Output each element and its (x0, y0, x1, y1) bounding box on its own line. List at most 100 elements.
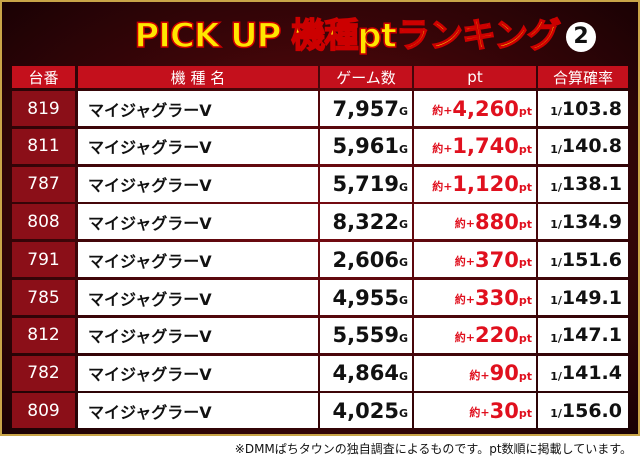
text-part: 149.1 (561, 286, 622, 309)
machine-number: 809 (12, 393, 75, 429)
text-part: G (398, 142, 408, 156)
games: 2,606 G (320, 242, 412, 278)
text-part: G (398, 180, 408, 194)
games: 5,719 G (320, 166, 412, 202)
probability: 1/140.8 (538, 128, 628, 164)
text-part: 約+ (469, 368, 490, 382)
text-part: 約+ (454, 255, 476, 269)
games: 5,559 G (320, 317, 412, 353)
text-part: pt (518, 294, 532, 307)
machine-name: マイジャグラーV (78, 393, 318, 429)
text-part: 103.8 (561, 97, 622, 120)
footnote: ※DMMぱちタウンの独自調査によるものです。pt数順に掲載しています。 (234, 442, 632, 456)
machine-name: マイジャグラーV (78, 91, 318, 126)
text-part: 1/ (550, 105, 562, 118)
text-part: 約+ (432, 104, 453, 117)
column-header: ゲーム数 (320, 66, 412, 88)
text-part: G (398, 407, 408, 421)
machine-name: マイジャグラーV (78, 128, 318, 164)
text-part: 138.1 (561, 173, 622, 196)
machine-name: マイジャグラーV (78, 242, 318, 278)
machine-number: 787 (12, 166, 75, 202)
text-part: 7,957 (332, 96, 399, 121)
text-part: 1,120 (452, 172, 519, 197)
probability: 1/134.9 (538, 204, 628, 240)
text-part: pt (518, 105, 532, 118)
text-part: 880 (475, 209, 519, 234)
column-header: 機 種 名 (78, 66, 318, 88)
machine-number: 782 (12, 355, 75, 391)
text-part: 370 (475, 247, 519, 272)
machine-number: 785 (12, 280, 75, 315)
text-part: pt (518, 142, 532, 156)
text-part: 1/ (550, 369, 562, 383)
text-part: 約+ (432, 141, 453, 155)
text-part: 220 (475, 323, 519, 348)
text-part: 5,961 (332, 134, 399, 159)
machine-number: 812 (12, 317, 75, 353)
column-header: 台番 (12, 66, 75, 88)
text-part: 1/ (550, 180, 562, 194)
probability: 1/151.6 (538, 242, 628, 278)
text-part: G (398, 105, 408, 118)
machine-name: マイジャグラーV (78, 280, 318, 315)
text-part: 1/ (550, 142, 562, 156)
badge: 2 (566, 22, 596, 52)
text-part: pt (518, 407, 532, 421)
points: 約+ 1,740 pt (414, 128, 536, 164)
points: 約+ 90 pt (414, 355, 536, 391)
probability: 1/149.1 (538, 280, 628, 315)
text-part: 134.9 (561, 210, 622, 233)
text-part: 147.1 (561, 324, 622, 347)
points: 約+ 220 pt (414, 317, 536, 353)
text-part: 5,719 (332, 172, 399, 197)
text-part: 156.0 (561, 399, 622, 422)
points: 約+ 4,260 pt (414, 91, 536, 126)
text-part: 2,606 (332, 247, 399, 272)
machine-number: 791 (12, 242, 75, 278)
text-part: 30 (489, 398, 519, 423)
text-part: pt (518, 180, 532, 194)
text-part: 90 (489, 361, 519, 386)
text-part: pt (518, 218, 532, 232)
probability: 1/156.0 (538, 393, 628, 429)
text-part: 1/ (550, 331, 562, 345)
points: 約+ 1,120 pt (414, 166, 536, 202)
text-part: 330 (475, 285, 519, 310)
probability: 1/141.4 (538, 355, 628, 391)
text-part: 5,559 (332, 323, 399, 348)
text-part: pt (518, 256, 532, 270)
machine-number: 811 (12, 128, 75, 164)
title: PICK UP 機種ptランキング (134, 15, 562, 57)
probability: 1/138.1 (538, 166, 628, 202)
text-part: 1/ (550, 294, 562, 307)
text-part: pt (518, 331, 532, 345)
text-part: 約+ (454, 330, 476, 344)
points: 約+ 30 pt (414, 393, 536, 429)
games: 4,025 G (320, 393, 412, 429)
games: 5,961 G (320, 128, 412, 164)
text-part: 1/ (550, 256, 562, 270)
probability: 1/147.1 (538, 317, 628, 353)
text-part: G (398, 294, 408, 307)
text-part: 4,955 (332, 285, 399, 310)
machine-name: マイジャグラーV (78, 317, 318, 353)
text-part: 4,025 (332, 398, 399, 423)
text-part: G (398, 256, 408, 270)
text-part: 140.8 (561, 135, 622, 158)
machine-number: 819 (12, 91, 75, 126)
probability: 1/103.8 (538, 91, 628, 126)
column-header: pt (414, 66, 536, 88)
text-part: 4,864 (332, 361, 399, 386)
text-part: 1/ (550, 218, 562, 232)
text-part: 1/ (550, 407, 562, 421)
text-part: 4,260 (452, 96, 519, 121)
text-part: pt (518, 369, 532, 383)
machine-name: マイジャグラーV (78, 166, 318, 202)
text-part: G (398, 331, 408, 345)
text-part: 約+ (469, 406, 490, 420)
points: 約+ 880 pt (414, 204, 536, 240)
games: 7,957 G (320, 91, 412, 126)
machine-number: 808 (12, 204, 75, 240)
